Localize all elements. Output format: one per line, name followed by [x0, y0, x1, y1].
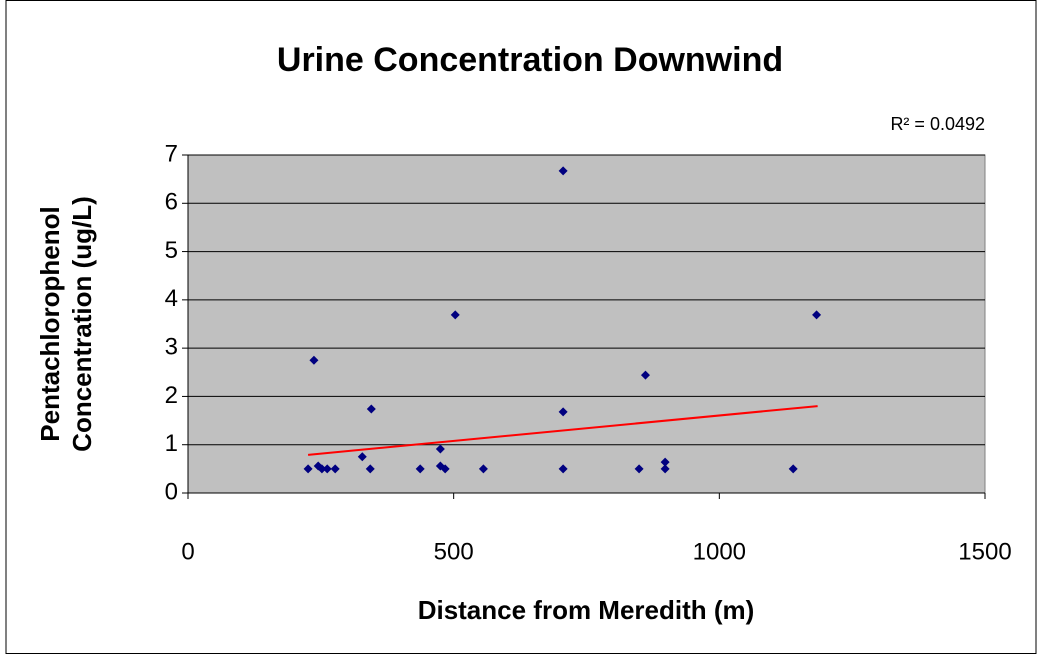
- y-tick-label: 7: [165, 140, 178, 167]
- x-axis-label: Distance from Meredith (m): [418, 595, 755, 625]
- point: [640, 370, 650, 380]
- y-tick-label: 0: [165, 478, 178, 505]
- point: [317, 464, 327, 474]
- point: [330, 464, 340, 474]
- chart-title: Urine Concentration Downwind: [277, 41, 783, 79]
- point: [303, 464, 313, 474]
- y-tick-label: 1: [165, 430, 178, 457]
- y-tick-label: 3: [165, 333, 178, 360]
- x-tick-label: 500: [434, 538, 474, 565]
- point: [450, 310, 460, 320]
- y-axis-label: Concentration (ug/L): [67, 196, 97, 452]
- y-tick-label: 5: [165, 237, 178, 264]
- y-tick-label: 6: [165, 189, 178, 216]
- point: [634, 464, 644, 474]
- point: [558, 166, 568, 176]
- point: [660, 457, 670, 467]
- point: [440, 464, 450, 474]
- point: [558, 464, 568, 474]
- point: [478, 464, 488, 474]
- point: [435, 444, 445, 454]
- x-tick-label: 0: [181, 538, 194, 565]
- point: [309, 355, 319, 365]
- point: [415, 464, 425, 474]
- point: [366, 404, 376, 414]
- plot-area: [187, 154, 986, 494]
- y-tick-label: 2: [165, 382, 178, 409]
- point: [357, 452, 367, 462]
- point: [660, 464, 670, 474]
- x-tick-label: 1000: [693, 538, 746, 565]
- x-tick-label: 1500: [958, 538, 1011, 565]
- trendline: [307, 405, 818, 456]
- point: [788, 464, 798, 474]
- point: [812, 310, 822, 320]
- y-axis-label: Pentachlorophenol: [35, 206, 65, 441]
- point: [558, 407, 568, 417]
- trendline-label: R² = 0.0492: [890, 114, 985, 134]
- point: [322, 464, 332, 474]
- y-tick-label: 4: [165, 285, 178, 312]
- point: [365, 464, 375, 474]
